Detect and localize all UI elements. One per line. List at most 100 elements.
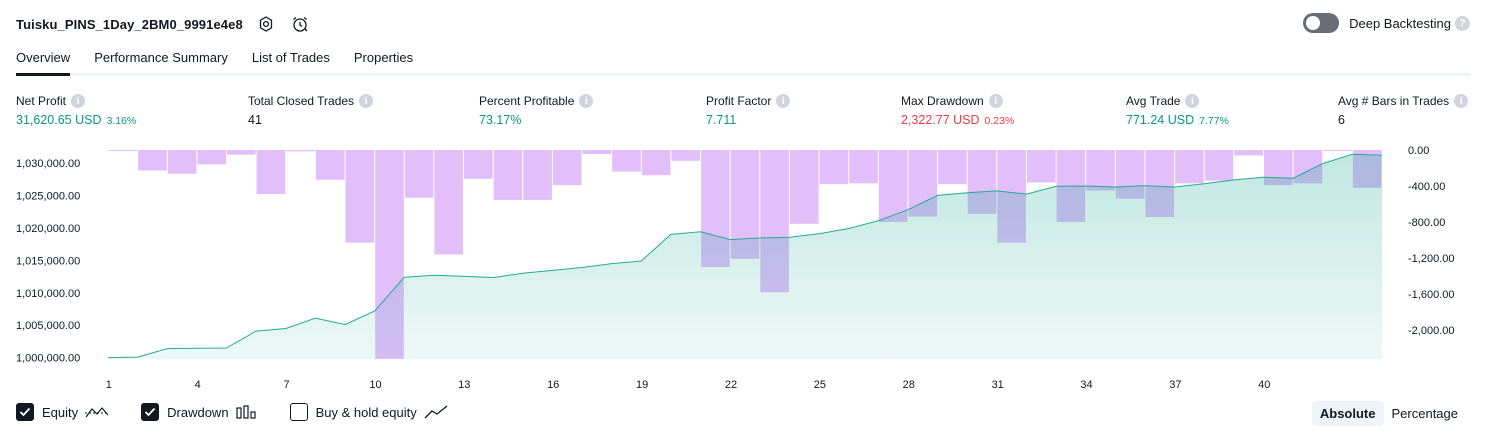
drawdown-checkbox[interactable] [141,403,160,421]
drawdown-bar [789,150,819,224]
info-icon[interactable]: i [1454,94,1469,108]
drawdown-bar [523,150,552,200]
left-axis-tick: 1,005,000.00 [16,320,80,332]
x-axis-tick: 25 [814,379,826,391]
right-axis-tick: -1,200.00 [1408,253,1454,265]
left-axis-tick: 1,000,000.00 [16,353,80,365]
legend-equity[interactable]: Equity [16,403,110,421]
left-axis-tick: 1,030,000.00 [16,158,80,170]
x-axis-tick: 40 [1258,379,1270,391]
x-axis-tick: 37 [1169,379,1181,391]
drawdown-bar [1323,150,1352,151]
metric-value: 7.711 [706,113,737,127]
report-tabs: Overview Performance Summary List of Tra… [16,44,1470,76]
metric-label: Percent Profitable [479,94,575,108]
drawdown-bar [138,150,167,171]
equity-checkbox[interactable] [16,403,34,421]
left-axis-tick: 1,015,000.00 [16,255,80,267]
deep-backtesting: Deep Backtesting ? [1303,13,1470,33]
drawdown-bar [256,150,286,195]
right-axis: 0.00 -400.00 -800.00 -1,200.00 -1,600.00 -2,0… [1408,145,1454,337]
drawdown-bar [819,150,849,185]
drawdown-bar [1234,150,1263,156]
metric-label: Total Closed Trades [248,94,355,108]
equity-line-icon [85,405,110,419]
metric-percent-profitable: Percent Profitable i 73.17% [479,94,594,127]
metric-avg-trade: Avg Trade i 771.24 USD 7.77% [1126,94,1229,127]
report-header: Tuisku_PINS_1Day_2BM0_9991e4e8 [16,10,311,38]
metric-value: 771.24 USD [1126,113,1195,127]
drawdown-bar [345,150,375,243]
drawdown-bar [552,150,582,186]
alarm-clock-icon[interactable] [289,13,311,35]
equity-line [107,153,1383,359]
strategy-title: Tuisku_PINS_1Day_2BM0_9991e4e8 [16,16,243,32]
metric-percent: 0.23% [984,115,1015,127]
settings-gear-icon[interactable] [255,13,277,35]
info-icon[interactable]: i [71,94,86,108]
drawdown-bar [227,150,256,155]
metric-label: Avg Trade [1126,94,1181,108]
help-icon[interactable]: ? [1455,15,1470,31]
x-axis-tick: 19 [636,379,648,391]
tab-properties[interactable]: Properties [353,50,414,65]
metric-label: Max Drawdown [901,94,984,108]
x-axis-tick: 7 [284,379,290,391]
drawdown-bar [641,150,671,176]
metric-label: Net Profit [16,94,67,108]
legend-buyhold-label: Buy & hold equity [315,404,417,420]
info-icon[interactable]: i [359,94,374,108]
drawdown-bars-icon [235,405,258,419]
left-axis: 1,000,000.00 1,005,000.00 1,010,000.00 1,01… [16,158,80,365]
right-axis-tick: -400.00 [1408,181,1445,193]
deep-backtesting-toggle[interactable] [1303,13,1340,33]
legend-drawdown-label: Drawdown [167,404,229,420]
tab-list-of-trades[interactable]: List of Trades [251,50,330,65]
x-axis-tick: 4 [195,379,201,391]
chart-legend: Equity Drawdown Buy & hold equity [16,403,480,421]
deep-backtesting-label: Deep Backtesting [1349,15,1451,31]
drawdown-bar [1027,150,1056,183]
drawdown-bar [434,150,463,255]
metric-net-profit: Net Profit i 31,620.65 USD 3.16% [16,94,136,127]
metric-avg-bars: Avg # Bars in Trades i 6 [1338,94,1469,127]
left-axis-tick: 1,010,000.00 [16,288,80,300]
metric-value: 73.17% [479,113,522,127]
left-axis-tick: 1,025,000.00 [16,190,80,202]
drawdown-bar [671,150,700,161]
absolute-button[interactable]: Absolute [1311,401,1384,426]
equity-drawdown-chart[interactable]: 1,000,000.00 1,005,000.00 1,010,000.00 1,01… [0,140,1486,395]
right-axis-tick: -1,600.00 [1408,289,1454,301]
info-icon[interactable]: i [579,94,594,108]
x-axis-tick: 28 [903,379,915,391]
info-icon[interactable]: i [988,94,1003,108]
buyhold-checkbox[interactable] [289,403,308,421]
metric-percent: 7.77% [1199,115,1229,127]
metric-value: 41 [248,113,262,127]
drawdown-bar [1175,150,1204,184]
info-icon[interactable]: i [1185,94,1200,108]
metric-value: 31,620.65 USD [16,113,102,127]
metric-profit-factor: Profit Factor i 7.711 [706,94,791,127]
metric-value: 2,322.77 USD [901,113,980,127]
drawdown-bar [404,150,434,198]
metric-label: Avg # Bars in Trades [1338,94,1450,108]
legend-drawdown[interactable]: Drawdown [141,403,257,421]
drawdown-bar [878,150,908,222]
x-axis-tick: 31 [992,379,1004,391]
drawdown-bar [108,150,138,151]
metric-total-closed-trades: Total Closed Trades i 41 [248,94,374,127]
percentage-button[interactable]: Percentage [1391,406,1459,421]
drawdown-bar [1086,150,1115,191]
x-axis-tick: 1 [106,379,112,391]
x-axis-tick: 10 [369,379,381,391]
tab-performance-summary[interactable]: Performance Summary [94,50,228,65]
info-icon[interactable]: i [776,94,791,108]
drawdown-bar [493,150,523,200]
legend-buyhold[interactable]: Buy & hold equity [289,403,448,421]
drawdown-bar [612,150,641,172]
scale-mode-switch: Absolute Percentage [1311,401,1466,426]
metric-max-drawdown: Max Drawdown i 2,322.77 USD 0.23% [901,94,1014,127]
drawdown-bar [1204,150,1234,181]
tab-overview[interactable]: Overview [16,44,71,76]
